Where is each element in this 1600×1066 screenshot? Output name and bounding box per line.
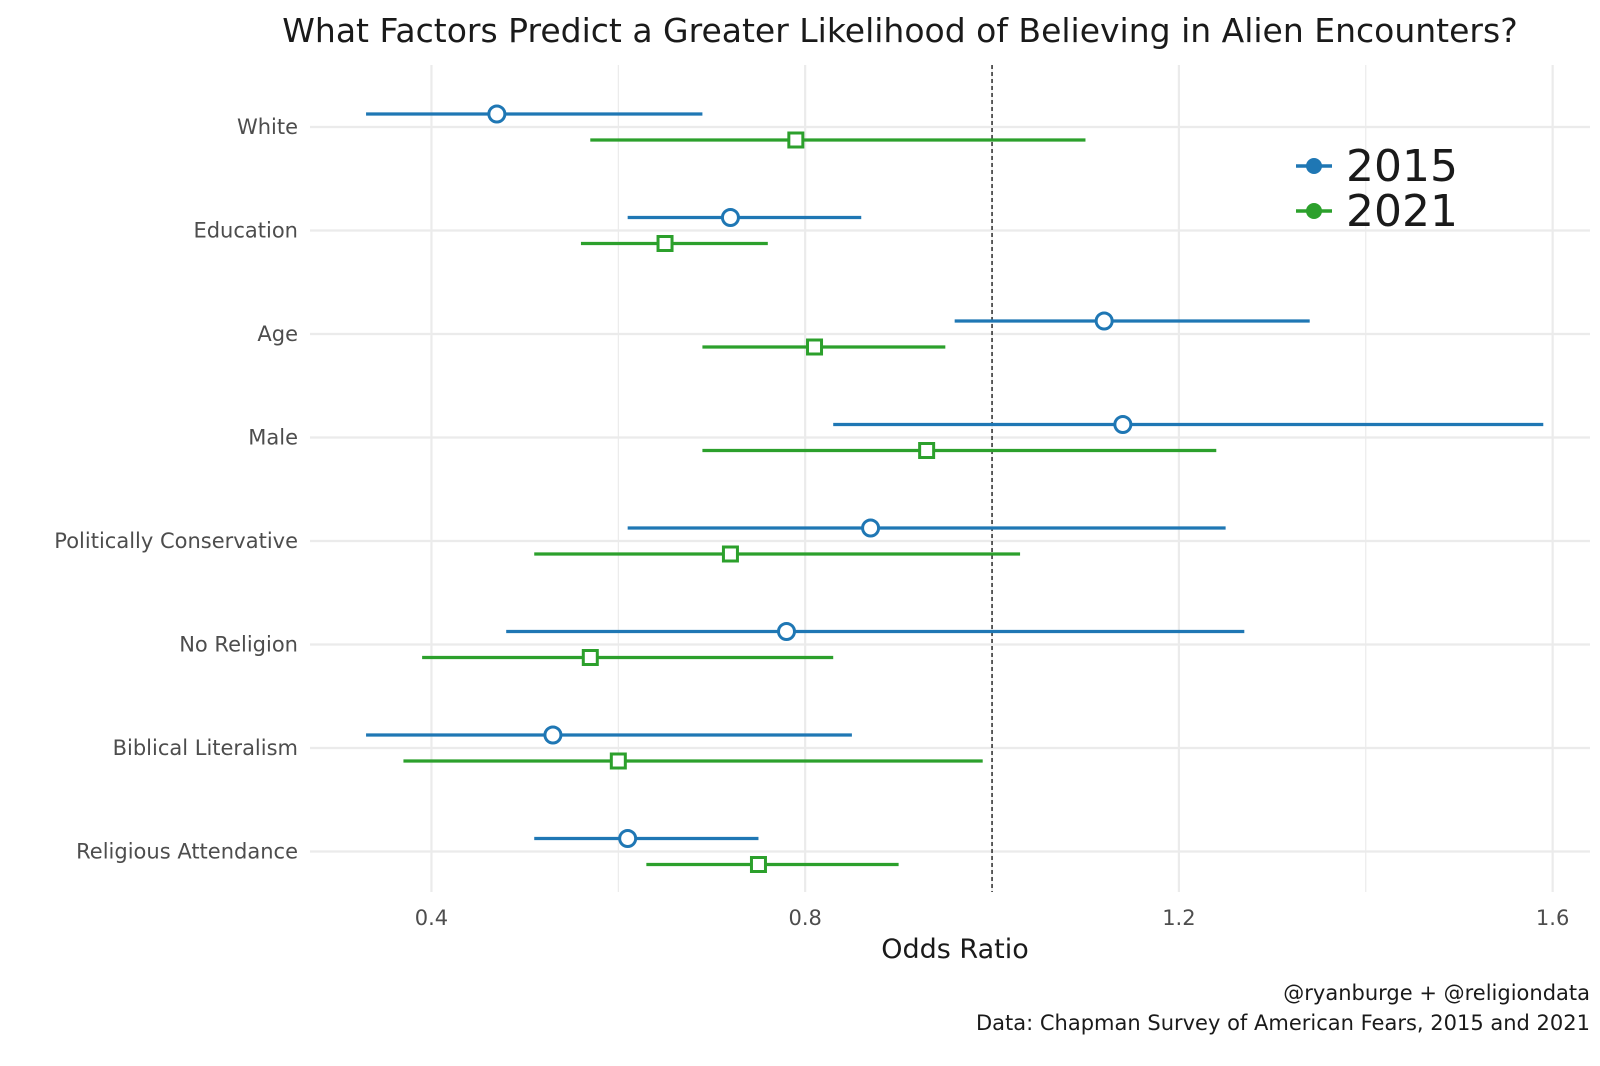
gridlines [310,65,1590,892]
category-label: Biblical Literalism [113,736,298,760]
point-2015 [618,829,638,848]
legend-marker-2021 [1306,203,1322,219]
x-tick-label: 1.2 [1162,906,1195,930]
point-2015 [1113,415,1133,434]
point-2021 [787,131,805,149]
category-label: No Religion [179,633,298,657]
caption-line-2: Data: Chapman Survey of American Fears, … [976,1011,1590,1035]
data-marks [366,104,1544,873]
point-2021 [581,649,599,666]
x-tick-label: 1.6 [1536,906,1569,930]
chart-title: What Factors Predict a Greater Likelihoo… [282,11,1517,50]
x-tick-label: 0.8 [788,906,821,930]
point-2021 [806,338,824,356]
point-2015 [1094,311,1114,331]
category-labels: White Education Age Male Politically Conserv… [54,115,298,864]
point-2021 [749,856,767,873]
category-label: White [237,115,298,139]
legend-marker-2015 [1306,158,1322,174]
point-2021 [721,545,739,563]
caption-line-1: @ryanburge + @religiondata [1283,981,1590,1005]
point-2015 [776,622,796,641]
x-axis-label: Odds Ratio [881,934,1029,965]
point-2015 [861,518,881,538]
legend-label-2021: 2021 [1346,186,1458,237]
point-2021 [609,752,627,770]
point-2021 [918,442,936,459]
category-label: Age [257,322,298,346]
x-tick-label: 0.4 [415,906,448,930]
category-label: Education [193,219,298,243]
category-label: Male [248,426,298,450]
x-tick-labels: 0.4 0.8 1.2 1.6 [415,906,1570,930]
point-2015 [720,208,740,227]
point-2021 [656,235,674,252]
category-label: Politically Conservative [54,529,298,553]
point-2015 [487,104,507,124]
legend-label-2015: 2015 [1346,141,1458,192]
category-label: Religious Attendance [76,840,298,864]
point-2015 [543,725,563,745]
